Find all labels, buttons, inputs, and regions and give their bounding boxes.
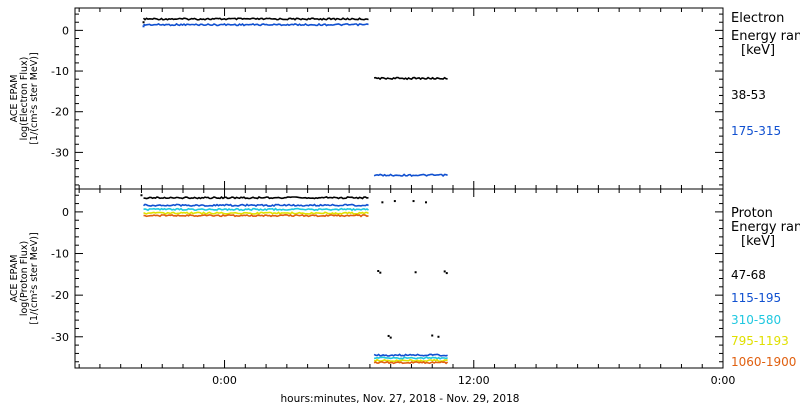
y-tick-label: -20 <box>51 289 69 302</box>
series-38-53 <box>142 17 448 81</box>
data-point <box>379 271 382 274</box>
data-point <box>381 201 384 204</box>
legend-entry: 1060-1900 <box>731 355 796 369</box>
legend: Electron Energy ran[keV] 38-53 175-315 <box>731 11 800 138</box>
series-segment <box>373 360 449 365</box>
electron-flux-panel: 0 -10 -20 -30 ACE EPAMlog(Electron Flux)[1/(… <box>9 7 800 190</box>
x-tick-label: 12:00 <box>458 374 490 387</box>
data-point <box>425 201 427 204</box>
series-310-580 <box>143 207 448 360</box>
series-segment <box>143 213 369 218</box>
y-tick-label: -10 <box>51 248 69 261</box>
data-point <box>142 21 145 24</box>
legend-title-line: Electron <box>731 11 784 26</box>
data-point <box>389 336 392 339</box>
y-axis-label-line: [1/(cm²s ster MeV)] <box>29 232 40 324</box>
data-point <box>443 270 446 273</box>
series-47-68 <box>140 194 448 339</box>
time-axis: 0:00 12:00 0:00 <box>212 374 735 387</box>
y-axis-label-line: log(Electron Flux) <box>19 57 30 141</box>
series-segment <box>374 356 448 360</box>
data-point <box>140 194 143 197</box>
y-tick-label: 0 <box>62 24 69 37</box>
y-tick-label: -30 <box>51 331 69 344</box>
data-point <box>142 25 145 28</box>
data-point <box>412 200 415 203</box>
y-tick-label: -20 <box>51 106 69 119</box>
data-point <box>431 334 434 337</box>
series-175-315 <box>142 22 448 177</box>
y-axis-label-line: [1/(cm²s ster MeV)] <box>29 52 40 144</box>
y-axis-label: ACE EPAMlog(Proton Flux)[1/(cm²s ster Me… <box>9 232 40 324</box>
proton-flux-panel: 0 -10 -20 -30 ACE EPAMlog(Proton Flux)[1/(cm… <box>9 188 800 369</box>
plot-frame <box>74 7 724 190</box>
data-point <box>393 200 396 203</box>
x-tick-label: 0:00 <box>212 374 237 387</box>
series-segment <box>143 22 369 27</box>
series-segment <box>143 211 369 215</box>
series-segment <box>373 353 448 357</box>
y-tick-label: -30 <box>51 146 69 159</box>
legend-entry: 115-195 <box>731 291 781 305</box>
y-axis-label-line: log(Proton Flux) <box>19 241 30 316</box>
legend-title-line: Energy ran <box>731 29 800 44</box>
x-tick-label: 0:00 <box>711 374 736 387</box>
data-point <box>437 335 440 338</box>
legend-title-line: Energy ran <box>731 220 800 235</box>
y-axis-label: ACE EPAMlog(Electron Flux)[1/(cm²s ster … <box>9 52 40 144</box>
data-point <box>377 270 380 273</box>
series-segment <box>374 76 448 81</box>
series-115-195 <box>142 203 448 357</box>
legend-entry: 175-315 <box>731 124 781 138</box>
y-tick-label: -10 <box>51 65 69 78</box>
data-point <box>445 272 448 275</box>
data-point <box>414 271 417 274</box>
series-segment <box>142 203 369 208</box>
legend-title-line: [keV] <box>741 43 775 58</box>
legend-entry: 38-53 <box>731 88 766 102</box>
series-795-1193 <box>143 211 448 363</box>
y-tick-label: 0 <box>62 206 69 219</box>
series-segment <box>373 173 448 177</box>
data-point <box>387 334 390 337</box>
y-axis-label-line: ACE EPAM <box>9 255 20 303</box>
y-axis-label-line: ACE EPAM <box>9 75 20 123</box>
x-axis-title: hours:minutes, Nov. 27, 2018 - Nov. 29, … <box>281 393 520 405</box>
legend-title-line: Proton <box>731 206 773 221</box>
legend-title-line: [keV] <box>741 234 775 249</box>
series-segment <box>143 196 369 200</box>
legend-entry: 795-1193 <box>731 334 789 348</box>
series-1060-1900 <box>143 213 449 365</box>
series-segment <box>143 207 369 212</box>
series-segment <box>373 358 448 363</box>
series-segment <box>142 17 369 21</box>
legend-entry: 310-580 <box>731 313 781 327</box>
legend-entry: 47-68 <box>731 268 766 282</box>
